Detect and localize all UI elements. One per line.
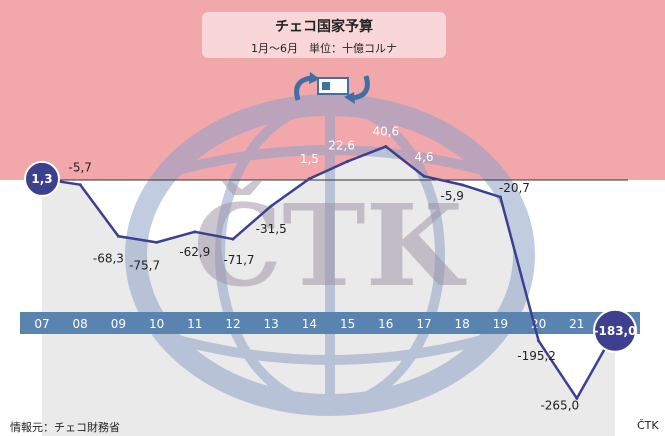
data-point	[498, 195, 502, 199]
data-label: -5,7	[68, 161, 91, 175]
data-label: -5,9	[440, 189, 463, 203]
data-point	[384, 145, 388, 149]
x-tick-label: 11	[187, 317, 202, 331]
data-label: -68,3	[93, 251, 124, 265]
data-point	[307, 177, 311, 181]
x-axis-band: 07080910111213141516171819202122	[20, 312, 640, 334]
data-label: -183,0	[594, 324, 637, 338]
data-label: 40,6	[372, 125, 399, 139]
x-axis-band-bg	[20, 312, 640, 334]
data-point	[78, 183, 82, 187]
data-label: -195,2	[517, 349, 556, 363]
x-tick-label: 09	[111, 317, 126, 331]
x-tick-label: 21	[569, 317, 584, 331]
x-tick-label: 07	[34, 317, 49, 331]
data-point	[575, 396, 579, 400]
data-label: -71,7	[223, 253, 254, 267]
data-point	[193, 230, 197, 234]
data-label: -62,9	[179, 245, 210, 259]
data-label: 4,6	[414, 150, 433, 164]
highlight-marker	[24, 160, 60, 197]
highlight-marker	[593, 308, 637, 353]
money-cycle-icon	[294, 72, 370, 104]
data-point	[269, 204, 273, 208]
data-label: 1,5	[300, 152, 319, 166]
source-note: 情報元：チェコ財務省	[10, 421, 120, 434]
series-line	[41, 145, 617, 400]
data-label-layer: 1,3 -5,7 -68,3 -75,7 -62,9 -71,7 -31,5 1,5 22,6 4…	[24, 125, 637, 412]
data-label: 1,3	[31, 172, 52, 186]
watermark-text: ČTK	[193, 181, 466, 312]
data-label: -75,7	[129, 258, 160, 272]
brand-label: ČTK	[637, 419, 659, 432]
data-label: -265,0	[540, 398, 579, 412]
chart-subtitle: 1月～6月 単位：十億コルナ	[251, 42, 397, 55]
x-tick-label: 08	[73, 317, 88, 331]
title-box: チェコ国家予算 1月～6月 単位：十億コルナ	[202, 12, 446, 58]
x-tick-label: 13	[264, 317, 279, 331]
x-tick-label: 15	[340, 317, 355, 331]
data-point	[537, 339, 541, 343]
data-label: -20,7	[499, 181, 530, 195]
x-tick-label: 14	[302, 317, 317, 331]
x-tick-label: 10	[149, 317, 164, 331]
x-tick-label: 18	[455, 317, 470, 331]
data-point	[422, 174, 426, 178]
data-label: 22,6	[328, 138, 355, 152]
x-tick-label: 16	[378, 317, 393, 331]
x-tick-label: 17	[416, 317, 431, 331]
data-label: -31,5	[256, 222, 287, 236]
data-point	[460, 183, 464, 187]
data-point	[155, 240, 159, 244]
data-point	[231, 237, 235, 241]
data-point	[346, 159, 350, 163]
x-tick-label: 12	[225, 317, 240, 331]
chart-title: チェコ国家予算	[275, 19, 373, 35]
watermark-globe	[125, 94, 535, 416]
data-point	[116, 234, 120, 238]
x-tick-label: 19	[493, 317, 508, 331]
